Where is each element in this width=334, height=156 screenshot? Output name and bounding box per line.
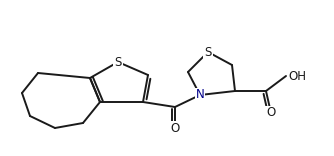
Text: O: O (170, 122, 180, 134)
Text: O: O (267, 107, 276, 119)
Text: N: N (196, 88, 204, 102)
Text: S: S (204, 46, 212, 58)
Text: S: S (114, 56, 122, 68)
Text: OH: OH (288, 70, 306, 83)
